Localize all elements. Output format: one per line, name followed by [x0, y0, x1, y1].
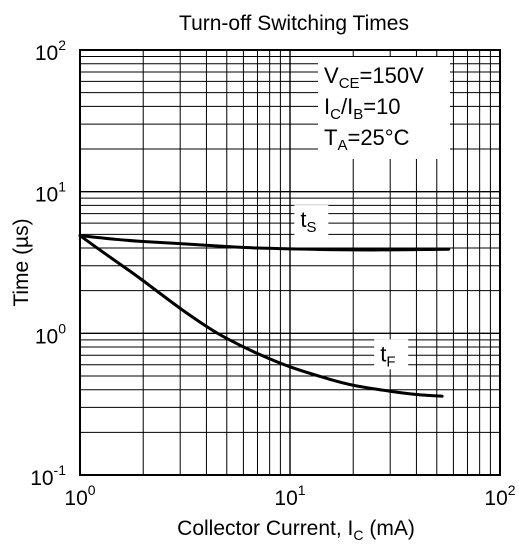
curve-tf: [78, 234, 444, 398]
curve-label-main: t: [300, 207, 306, 232]
plot-frame: [79, 49, 501, 476]
x-tick-base: 10: [274, 487, 297, 510]
x-tick-label: 100: [64, 482, 95, 510]
curve-label-tf: tF: [380, 341, 395, 370]
curve-label-background: [374, 339, 409, 370]
curve-label-sub: S: [306, 219, 316, 236]
x-tick-label: 101: [274, 482, 305, 510]
condition-line: VCE=150V: [324, 63, 424, 92]
condition-line: TA=25°C: [324, 125, 410, 154]
condition-text: /I: [341, 94, 353, 119]
x-tick-exp: 1: [298, 482, 306, 498]
curve-label-sub: F: [386, 353, 395, 370]
y-tick-exp: 1: [58, 179, 66, 195]
y-tick-base: 10: [30, 467, 53, 490]
curve-label-main: t: [380, 341, 386, 366]
y-axis-label: Time (µs): [10, 218, 33, 306]
condition-subscript: C: [330, 106, 341, 123]
x-tick-base: 10: [64, 487, 87, 510]
y-tick-label: 102: [35, 37, 66, 65]
x-axis-label-sub: C: [353, 527, 363, 543]
x-axis-label-main: Collector Current, I: [177, 517, 353, 540]
condition-line: IC/IB=10: [324, 94, 401, 123]
condition-subscript: B: [353, 106, 363, 123]
conditions-background: [318, 57, 450, 159]
x-tick-base: 10: [484, 487, 507, 510]
y-tick-base: 10: [35, 184, 58, 207]
condition-subscript: A: [337, 137, 347, 154]
x-axis-label: Collector Current, IC (mA): [177, 517, 415, 543]
condition-text: T: [324, 125, 337, 150]
y-tick-label: 100: [35, 320, 66, 348]
x-tick-exp: 2: [508, 482, 516, 498]
x-tick-exp: 0: [88, 482, 96, 498]
curve-ts: [78, 234, 451, 252]
y-tick-exp: -1: [54, 462, 67, 478]
condition-text: V: [324, 63, 339, 88]
condition-subscript: CE: [339, 75, 360, 92]
condition-text: =25°C: [347, 125, 409, 150]
x-axis-label-unit: (mA): [364, 517, 415, 540]
x-tick-label: 102: [484, 482, 515, 510]
curve-label-background: [294, 205, 329, 236]
y-tick-base: 10: [35, 325, 58, 348]
y-tick-label: 10-1: [30, 462, 66, 490]
curve-label-ts: tS: [300, 207, 316, 236]
condition-text: I: [324, 94, 330, 119]
condition-text: =10: [363, 94, 400, 119]
y-tick-exp: 2: [58, 37, 66, 53]
chart-title: Turn-off Switching Times: [179, 12, 409, 35]
condition-text: =150V: [360, 63, 425, 88]
y-tick-base: 10: [35, 42, 58, 65]
y-tick-label: 101: [35, 179, 66, 207]
y-tick-exp: 0: [58, 320, 66, 336]
